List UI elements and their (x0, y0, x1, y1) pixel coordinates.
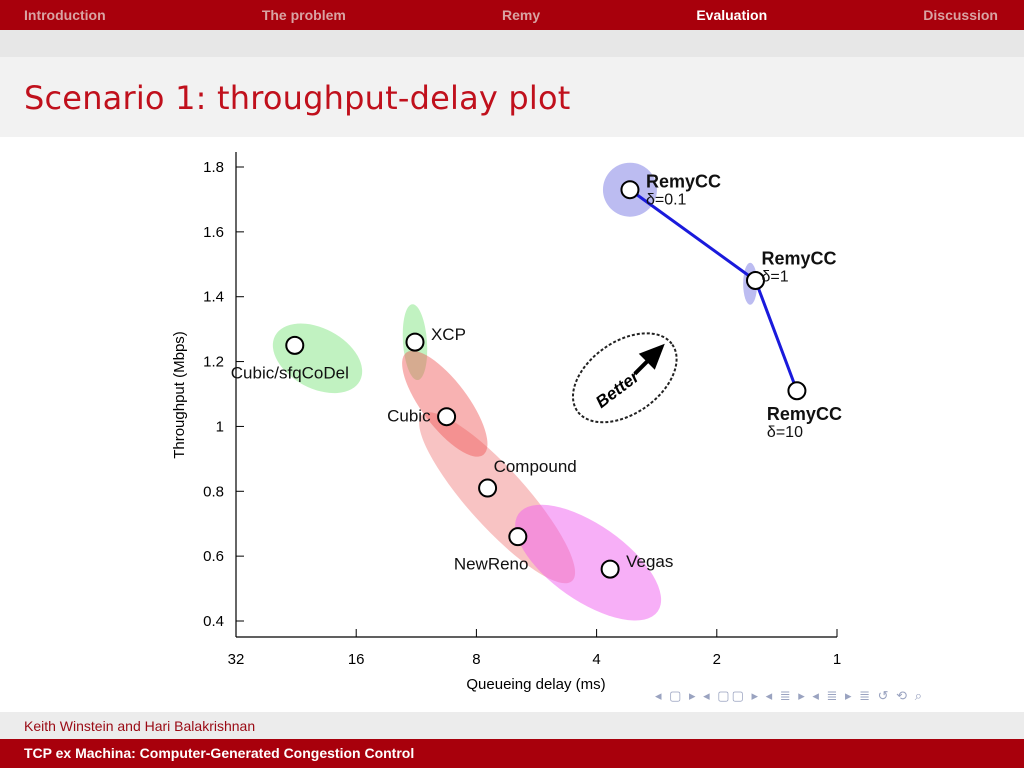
throughput-delay-chart: 0.4 0.6 0.8 1 1.2 1.4 1.6 1.8 32 16 8 4 2 1 Throughp… (171, 152, 842, 693)
better-ellipse (571, 332, 678, 424)
point-label: Vegas (626, 552, 673, 571)
y-tick-label: 0.4 (203, 613, 224, 630)
data-point-5 (600, 559, 620, 579)
nav-item-discussion[interactable]: Discussion (923, 7, 998, 23)
y-tick-label: 1 (216, 418, 224, 435)
better-arrow-shaft (633, 358, 651, 376)
nav-item-remy[interactable]: Remy (502, 7, 541, 23)
y-ticks: 0.4 0.6 0.8 1 1.2 1.4 1.6 1.8 (203, 159, 244, 630)
data-point-7 (745, 271, 765, 290)
point-sublabel: δ=10 (767, 424, 803, 441)
x-tick-label: 4 (592, 651, 600, 668)
authors: Keith Winstein and Hari Balakrishnan (24, 718, 256, 734)
y-tick-label: 1.6 (203, 224, 224, 241)
y-tick-label: 0.6 (203, 548, 224, 565)
point-label: Compound (494, 457, 577, 476)
author-footer: Keith Winstein and Hari Balakrishnan (0, 712, 1024, 739)
title-footer: TCP ex Machina: Computer-Generated Conge… (0, 739, 1024, 768)
better-arrow-head (638, 343, 665, 370)
x-tick-label: 16 (348, 651, 365, 668)
slide-title: Scenario 1: throughput-delay plot (24, 79, 571, 117)
data-point-0 (285, 335, 305, 355)
better-annotation: Better (571, 332, 678, 424)
point-label: RemyCC (761, 249, 836, 269)
point-sublabel: δ=1 (761, 269, 788, 286)
nav-item-evaluation[interactable]: Evaluation (696, 7, 768, 23)
ellipse-3 (402, 350, 488, 457)
point-label: XCP (431, 325, 466, 344)
point-label: RemyCC (767, 404, 842, 424)
y-tick-label: 0.8 (203, 483, 224, 500)
x-tick-label: 8 (472, 651, 480, 668)
point-label: Cubic/sfqCoDel (231, 363, 349, 382)
nav-item-the-problem[interactable]: The problem (261, 7, 346, 23)
error-ellipses (272, 162, 758, 621)
x-axis-label: Queueing delay (ms) (466, 676, 605, 693)
y-tick-label: 1.4 (203, 289, 224, 306)
data-point-3 (478, 478, 498, 498)
point-label: Cubic (387, 407, 431, 426)
point-sublabel: δ=0.1 (646, 192, 687, 209)
y-tick-label: 1.8 (203, 159, 224, 176)
data-point-8 (787, 381, 807, 401)
subsection-bar (0, 30, 1024, 57)
x-ticks: 32 16 8 4 2 1 (228, 629, 841, 668)
data-point-6 (620, 180, 640, 200)
y-axis-label: Throughput (Mbps) (171, 331, 188, 459)
x-tick-label: 1 (833, 651, 841, 668)
point-label: RemyCC (646, 172, 721, 192)
data-points (285, 180, 807, 579)
point-labels: Cubic/sfqCoDel XCP Cubic Compound NewReno Veg… (231, 172, 842, 574)
data-point-1 (405, 332, 425, 352)
y-tick-label: 1.2 (203, 354, 224, 371)
ellipse-0 (272, 323, 363, 394)
data-point-4 (508, 527, 528, 547)
talk-title: TCP ex Machina: Computer-Generated Conge… (24, 745, 415, 761)
beamer-navigation-symbols[interactable]: ◂ ▢ ▸ ◂ ▢▢ ▸ ◂ ≣ ▸ ◂ ≣ ▸ ≣ ↺ ⟲ ⌕ (655, 688, 924, 703)
x-tick-label: 2 (713, 651, 721, 668)
point-label: NewReno (454, 555, 529, 574)
section-navigation: Introduction The problem Remy Evaluation… (0, 0, 1024, 30)
frame-title-bar: Scenario 1: throughput-delay plot (0, 57, 1024, 137)
ellipse-4 (515, 504, 662, 621)
x-tick-label: 32 (228, 651, 245, 668)
nav-item-introduction[interactable]: Introduction (24, 7, 106, 23)
data-point-2 (437, 407, 457, 427)
